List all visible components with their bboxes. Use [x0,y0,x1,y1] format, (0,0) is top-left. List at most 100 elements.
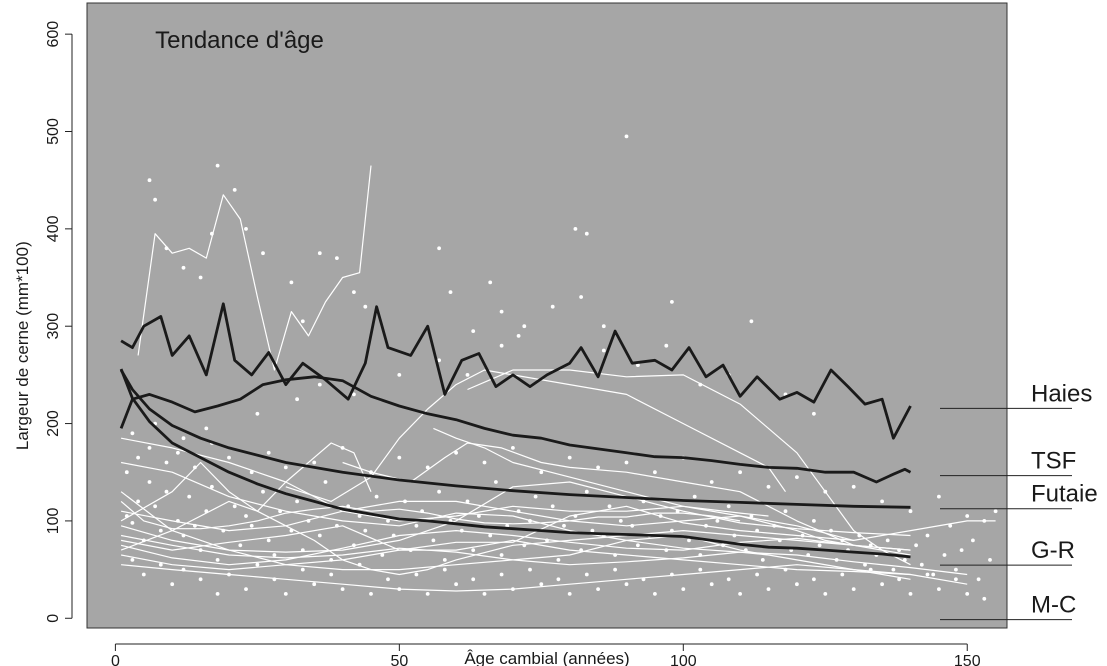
scatter-point [124,470,129,475]
scatter-point [283,592,288,596]
individual-series-line [120,500,854,541]
scatter-point [653,592,657,596]
scatter-point [636,543,640,548]
scatter-point [533,494,538,499]
scatter-point [454,450,458,455]
scatter-point [766,587,771,591]
scatter-point [795,475,799,479]
scatter-point [664,343,669,348]
individual-series-line [120,442,372,522]
scatter-point [760,558,765,562]
scatter-point [386,519,390,523]
scatter-point [601,324,606,329]
individual-series-line [467,369,911,566]
scatter-point [215,592,220,596]
scatter-point [414,572,419,577]
scatter-point [317,382,322,387]
scatter-point [880,582,884,587]
scatter-point [198,577,203,582]
scatter-point [437,246,441,251]
individual-series-layer [120,165,996,592]
scatter-point [971,538,975,543]
scatter-point [300,567,305,572]
scatter-point [482,592,487,596]
scatter-point [425,465,430,470]
y-tick-label: 600 [45,21,62,48]
scatter-point [363,528,368,533]
scatter-point [300,319,305,324]
scatter-point [885,538,890,543]
scatter-point [238,543,243,548]
scatter-point [136,499,141,504]
scatter-point [726,504,731,509]
scatter-point [266,450,271,455]
individual-series-line [120,534,968,576]
scatter-point [919,562,924,567]
scatter-point [232,504,237,509]
scatter-point [437,489,441,494]
scatter-point [261,251,265,256]
scatter-point [482,460,487,465]
scatter-point [556,558,561,562]
scatter-point [783,509,788,514]
scatter-point [244,514,248,518]
mean-curves-layer [119,302,912,559]
axes-layer: 0 50 100 150 0 100 200 300 400 500 600 [45,21,981,666]
scatter-point [880,499,884,504]
scatter-point [414,523,419,528]
scatter-point [465,499,470,504]
scatter-point [215,558,220,562]
group-label: TSF [1031,448,1076,475]
scatter-point [579,295,583,299]
scatter-point [715,519,720,523]
scatter-point [215,163,220,168]
individual-series-line [120,539,968,585]
scatter-point [272,553,277,557]
scatter-point [908,592,913,596]
scatter-point [954,577,958,582]
scatter-point [795,582,799,587]
mean-curve-futaie [119,369,911,509]
scatter-point [550,304,555,309]
scatter-point [601,348,606,353]
scatter-point [499,343,504,348]
scatter-point [897,577,901,582]
scatter-point [687,538,691,543]
scatter-point [471,577,476,582]
scatter-point [607,504,612,509]
scatter-point [312,582,317,587]
scatter-point [709,582,714,587]
scatter-point [817,543,822,548]
scatter-point [851,587,856,591]
scatter-point [942,553,947,557]
scatter-point [397,373,402,377]
scatter-point [335,256,339,260]
scatter-point [965,592,970,596]
individual-series-line [120,500,741,530]
scatter-point [187,494,192,499]
scatter-point [147,446,152,450]
scatter-point [494,480,498,484]
y-axis-title: Largeur de cerne (mm*100) [13,241,32,450]
scatter-point [812,577,816,582]
scatter-point [488,280,493,285]
y-tick-label: 300 [45,313,62,340]
scatter-point [283,465,288,470]
scatter-point [442,558,447,562]
scatter-point [982,596,987,601]
scatter-point [505,523,510,528]
scatter-point [738,470,742,475]
scatter-point [176,450,180,455]
individual-series-line [121,564,911,592]
scatter-point [442,567,447,572]
group-label: G-R [1031,537,1075,564]
x-tick-label: 150 [954,653,981,666]
scatter-point [516,334,521,338]
scatter-point [937,587,941,591]
scatter-point [567,592,572,596]
scatter-point [925,572,930,577]
scatter-point [425,592,430,596]
scatter-point [204,426,209,431]
scatter-point [340,587,345,591]
scatter-point [692,494,697,499]
